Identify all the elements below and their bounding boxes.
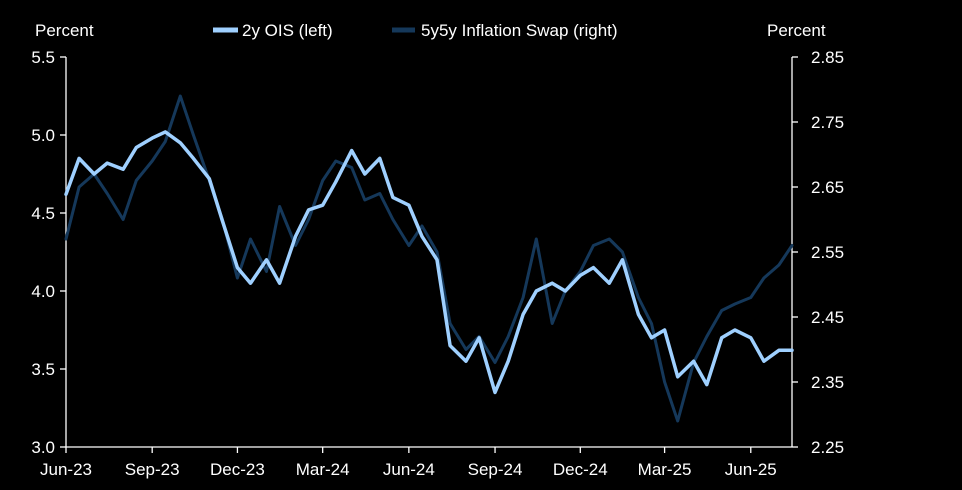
x-tick-label: Jun-24 xyxy=(383,460,435,479)
legend-label: 2y OIS (left) xyxy=(242,21,333,40)
left-y-tick-label: 3.0 xyxy=(31,438,55,457)
right-y-tick-label: 2.55 xyxy=(811,243,844,262)
x-tick-label: Mar-24 xyxy=(296,460,350,479)
x-tick-label: Dec-24 xyxy=(553,460,608,479)
axes: 3.0 3.5 4.0 4.5 5.0 5.5 2.25 2.35 2.45 2.55 2.65 2.… xyxy=(31,48,844,479)
left-y-tick-label: 4.5 xyxy=(31,204,55,223)
right-y-tick-label: 2.65 xyxy=(811,178,844,197)
right-y-tick-label: 2.35 xyxy=(811,373,844,392)
series-layer xyxy=(64,94,794,423)
x-tick-label: Jun-23 xyxy=(40,460,92,479)
x-tick-label: Jun-25 xyxy=(725,460,777,479)
left-y-tick-label: 4.0 xyxy=(31,282,55,301)
right-y-tick-label: 2.45 xyxy=(811,308,844,327)
left-axis-unit-label: Percent xyxy=(35,21,94,40)
left-y-tick-label: 5.0 xyxy=(31,126,55,145)
x-tick-label: Sep-24 xyxy=(468,460,523,479)
series-line-ois xyxy=(64,130,794,395)
x-tick-label: Sep-23 xyxy=(125,460,180,479)
legend: 2y OIS (left) 5y5y Inflation Swap (right) xyxy=(213,21,618,40)
x-tick-label: Mar-25 xyxy=(638,460,692,479)
right-y-tick-label: 2.85 xyxy=(811,48,844,67)
legend-label: 5y5y Inflation Swap (right) xyxy=(421,21,618,40)
right-axis-unit-label: Percent xyxy=(767,21,826,40)
x-tick-label: Dec-23 xyxy=(210,460,265,479)
right-y-tick-label: 2.25 xyxy=(811,438,844,457)
left-y-tick-label: 5.5 xyxy=(31,48,55,67)
right-y-tick-label: 2.75 xyxy=(811,113,844,132)
series-line-inflation-swap xyxy=(64,94,794,423)
left-y-tick-label: 3.5 xyxy=(31,360,55,379)
